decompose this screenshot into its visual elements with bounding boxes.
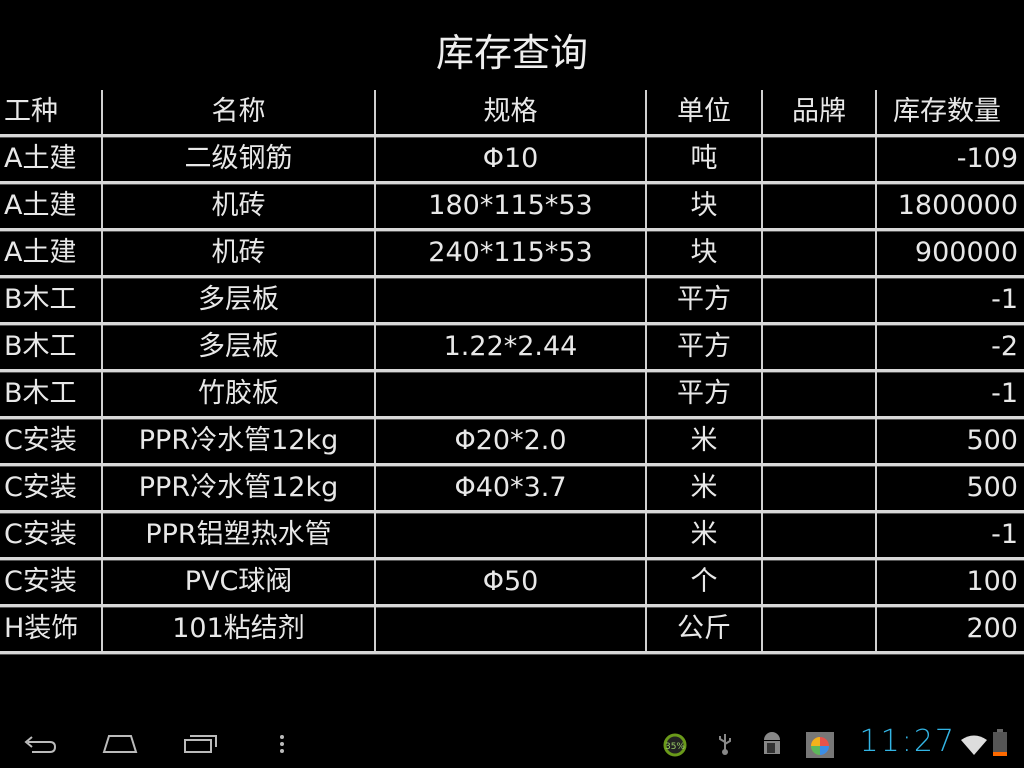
cell-quantity: 200 — [966, 613, 1018, 644]
battery-icon — [993, 729, 1007, 756]
battery-widget-icon: 35% — [663, 733, 687, 757]
cell-unit: 个 — [647, 560, 763, 604]
cell-brand — [763, 325, 877, 369]
cell-brand — [763, 513, 877, 557]
cell-quantity: -2 — [991, 331, 1018, 362]
cell-unit: 块 — [647, 231, 763, 275]
usb-icon — [719, 734, 731, 755]
header-name: 名称 — [103, 90, 376, 134]
cell-trade: C安装 — [0, 466, 103, 510]
header-trade: 工种 — [0, 90, 103, 134]
cell-quantity: -1 — [991, 519, 1018, 550]
app-store-notification-icon — [806, 732, 834, 758]
page-title: 库存查询 — [435, 31, 588, 75]
cell-quantity: 900000 — [914, 237, 1018, 268]
table-row[interactable]: A土建 机砖 180*115*53 块 1800000 — [0, 184, 1024, 231]
cell-brand — [763, 419, 877, 463]
cell-brand — [763, 560, 877, 604]
table-row[interactable]: A土建 机砖 240*115*53 块 900000 — [0, 231, 1024, 278]
table-row[interactable]: H装饰 101粘结剂 公斤 200 — [0, 607, 1024, 654]
cell-trade: A土建 — [0, 231, 103, 275]
cell-unit: 公斤 — [647, 607, 763, 651]
cell-spec — [376, 372, 647, 416]
header-unit: 单位 — [647, 90, 763, 134]
cell-quantity: -109 — [956, 143, 1018, 174]
cell-name: PPR冷水管12kg — [103, 466, 376, 510]
cell-unit: 平方 — [647, 278, 763, 322]
cell-brand — [763, 231, 877, 275]
cell-spec: Φ50 — [376, 560, 647, 604]
cell-quantity: -1 — [991, 284, 1018, 315]
cell-spec — [376, 513, 647, 557]
cell-name: 多层板 — [103, 278, 376, 322]
cell-trade: A土建 — [0, 137, 103, 181]
cell-spec: Φ10 — [376, 137, 647, 181]
cell-name: 竹胶板 — [103, 372, 376, 416]
header-quantity: 库存数量 — [893, 96, 1001, 127]
cell-trade: C安装 — [0, 419, 103, 463]
table-row[interactable]: C安装 PPR冷水管12kg Φ20*2.0 米 500 — [0, 419, 1024, 466]
cell-unit: 米 — [647, 466, 763, 510]
cell-trade: H装饰 — [0, 607, 103, 651]
cell-spec: 240*115*53 — [376, 231, 647, 275]
cell-spec: 1.22*2.44 — [376, 325, 647, 369]
recents-icon[interactable] — [183, 732, 219, 754]
cell-name: 机砖 — [103, 184, 376, 228]
cell-quantity: 100 — [966, 566, 1018, 597]
cell-trade: A土建 — [0, 184, 103, 228]
cell-spec: 180*115*53 — [376, 184, 647, 228]
inventory-table: 工种 名称 规格 单位 品牌 库存数量 A土建 二级钢筋 Φ10 吨 -109 A土建 机砖 180*11… — [0, 90, 1024, 654]
android-debug-icon — [764, 732, 780, 754]
cell-quantity: -1 — [991, 378, 1018, 409]
cell-spec: Φ40*3.7 — [376, 466, 647, 510]
cell-spec — [376, 278, 647, 322]
cell-trade: B木工 — [0, 278, 103, 322]
cell-unit: 米 — [647, 419, 763, 463]
svg-text:35%: 35% — [665, 742, 685, 752]
cell-brand — [763, 372, 877, 416]
table-row[interactable]: C安装 PVC球阀 Φ50 个 100 — [0, 560, 1024, 607]
cell-unit: 吨 — [647, 137, 763, 181]
cell-name: PPR冷水管12kg — [103, 419, 376, 463]
cell-brand — [763, 466, 877, 510]
cell-spec — [376, 607, 647, 651]
cell-name: 101粘结剂 — [103, 607, 376, 651]
table-row[interactable]: C安装 PPR冷水管12kg Φ40*3.7 米 500 — [0, 466, 1024, 513]
wifi-icon — [961, 735, 987, 755]
cell-brand — [763, 607, 877, 651]
cell-trade: B木工 — [0, 372, 103, 416]
cell-brand — [763, 278, 877, 322]
cell-unit: 米 — [647, 513, 763, 557]
table-row[interactable]: B木工 多层板 平方 -1 — [0, 278, 1024, 325]
cell-brand — [763, 184, 877, 228]
cell-trade: C安装 — [0, 560, 103, 604]
table-row[interactable]: A土建 二级钢筋 Φ10 吨 -109 — [0, 137, 1024, 184]
home-icon[interactable] — [101, 732, 139, 754]
cell-unit: 块 — [647, 184, 763, 228]
cell-trade: B木工 — [0, 325, 103, 369]
cell-quantity: 500 — [966, 472, 1018, 503]
table-row[interactable]: B木工 竹胶板 平方 -1 — [0, 372, 1024, 419]
cell-name: PPR铝塑热水管 — [103, 513, 376, 557]
cell-spec: Φ20*2.0 — [376, 419, 647, 463]
system-bar: 35% 11:27 — [0, 720, 1024, 768]
header-brand: 品牌 — [763, 90, 877, 134]
cell-name: 机砖 — [103, 231, 376, 275]
cell-name: 二级钢筋 — [103, 137, 376, 181]
cell-unit: 平方 — [647, 372, 763, 416]
table-row[interactable]: B木工 多层板 1.22*2.44 平方 -2 — [0, 325, 1024, 372]
cell-trade: C安装 — [0, 513, 103, 557]
cell-name: PVC球阀 — [103, 560, 376, 604]
cell-quantity: 1800000 — [897, 190, 1018, 221]
cell-quantity: 500 — [966, 425, 1018, 456]
table-header-row: 工种 名称 规格 单位 品牌 库存数量 — [0, 90, 1024, 137]
clock: 11:27 — [859, 724, 956, 759]
header-spec: 规格 — [376, 90, 647, 134]
table-row[interactable]: C安装 PPR铝塑热水管 米 -1 — [0, 513, 1024, 560]
menu-icon[interactable] — [278, 734, 286, 754]
cell-name: 多层板 — [103, 325, 376, 369]
back-icon[interactable] — [22, 734, 58, 754]
cell-brand — [763, 137, 877, 181]
cell-unit: 平方 — [647, 325, 763, 369]
